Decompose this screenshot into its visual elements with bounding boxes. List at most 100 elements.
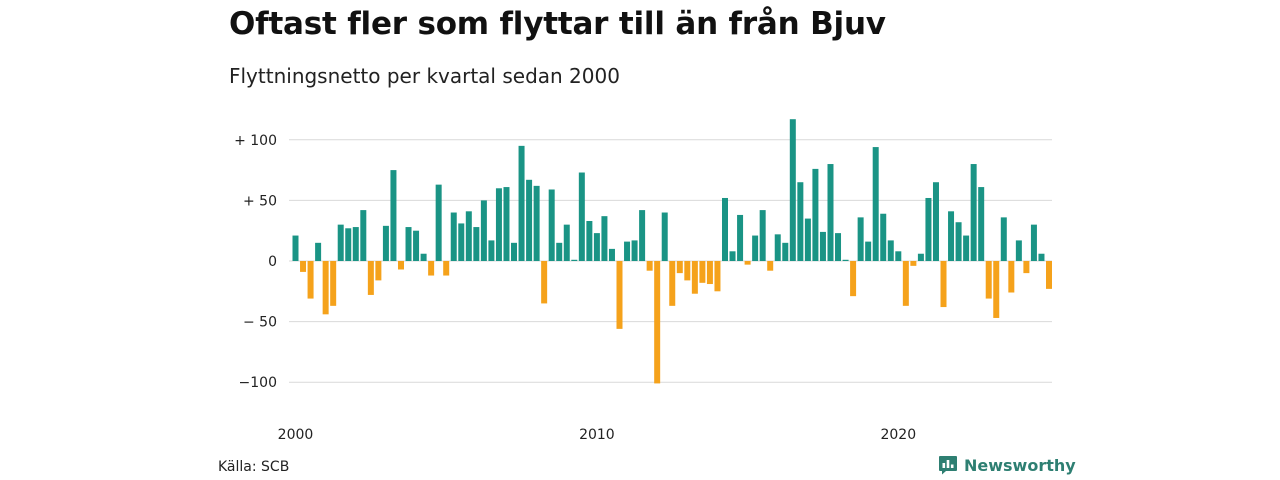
bar — [639, 210, 646, 261]
bar — [413, 230, 420, 261]
bar — [375, 261, 382, 281]
bar — [955, 222, 962, 261]
bar — [631, 240, 638, 261]
bar — [684, 261, 691, 281]
bar — [774, 234, 781, 261]
bar — [827, 164, 834, 261]
bar — [315, 242, 322, 261]
bar — [842, 259, 849, 261]
bar — [857, 217, 864, 261]
bar — [571, 259, 578, 261]
bar — [850, 261, 857, 297]
bar — [646, 261, 653, 271]
bar — [593, 233, 600, 261]
bar — [450, 212, 457, 261]
x-tick-label: 2010 — [579, 427, 615, 443]
bar — [541, 261, 548, 304]
bar — [729, 251, 736, 261]
bar — [835, 233, 842, 261]
bar — [804, 218, 811, 261]
bar — [676, 261, 683, 274]
x-axis-tick-labels: 2000 2010 2020 — [278, 427, 916, 443]
bar — [812, 168, 819, 261]
chart-subtitle: Flyttningsnetto per kvartal sedan 2000 — [229, 64, 620, 88]
bar — [300, 261, 307, 272]
bar — [382, 225, 389, 261]
bar — [616, 261, 623, 329]
bar — [518, 145, 525, 261]
y-tick-label: −100 — [239, 375, 277, 391]
bar — [608, 248, 615, 261]
bar — [910, 261, 917, 266]
bar — [624, 241, 631, 261]
bar — [691, 261, 698, 294]
bar — [1046, 261, 1052, 289]
bar — [458, 223, 465, 261]
bar — [1008, 261, 1015, 293]
bar — [337, 224, 344, 261]
bar — [390, 170, 397, 261]
bar — [925, 197, 932, 261]
bar — [895, 251, 902, 261]
bar — [473, 227, 480, 261]
bar — [782, 242, 789, 261]
y-axis-tick-labels: + 100 + 50 0 − 50 −100 — [234, 133, 277, 391]
bar — [661, 212, 668, 261]
bar — [714, 261, 721, 292]
bar — [887, 240, 894, 261]
bar — [654, 261, 661, 384]
source-note: Källa: SCB — [218, 459, 290, 475]
x-tick-label: 2000 — [278, 427, 314, 443]
bar — [978, 187, 985, 261]
bar — [1038, 253, 1045, 261]
bars — [292, 119, 1052, 384]
bar — [428, 261, 435, 276]
bar — [420, 253, 427, 261]
bar — [578, 172, 585, 261]
bar — [345, 228, 352, 261]
x-tick-label: 2020 — [880, 427, 916, 443]
bar — [932, 182, 939, 261]
bar — [940, 261, 947, 308]
y-tick-label: 0 — [268, 254, 277, 270]
y-tick-label: − 50 — [243, 315, 277, 331]
bar — [292, 235, 299, 261]
bar — [752, 235, 759, 261]
bar — [563, 224, 570, 261]
bar — [759, 210, 766, 261]
bar — [488, 240, 495, 261]
bar — [548, 189, 555, 261]
bar — [307, 261, 314, 299]
bar — [797, 182, 804, 261]
bar — [767, 261, 774, 271]
bar — [865, 241, 872, 261]
y-tick-label: + 100 — [234, 133, 277, 149]
bar — [495, 188, 502, 261]
bar — [699, 261, 706, 283]
bar — [322, 261, 329, 315]
bar — [1030, 224, 1037, 261]
bar — [526, 179, 533, 261]
bar — [872, 147, 879, 261]
bar — [744, 261, 751, 265]
bar — [880, 213, 887, 261]
bar — [789, 119, 796, 261]
bar — [917, 253, 924, 261]
bar — [360, 210, 367, 261]
bar — [963, 235, 970, 261]
bar — [669, 261, 676, 306]
bar — [405, 227, 412, 261]
bar — [601, 216, 608, 261]
bar — [985, 261, 992, 299]
y-tick-label: + 50 — [243, 193, 277, 209]
bar — [367, 261, 374, 295]
bar-chart-speech-bubble-icon — [939, 456, 957, 475]
bar — [706, 261, 713, 285]
bar — [352, 227, 359, 261]
bar — [1015, 240, 1022, 261]
bar — [993, 261, 1000, 318]
bar — [443, 261, 450, 276]
bar — [556, 242, 563, 261]
bar — [722, 197, 728, 261]
